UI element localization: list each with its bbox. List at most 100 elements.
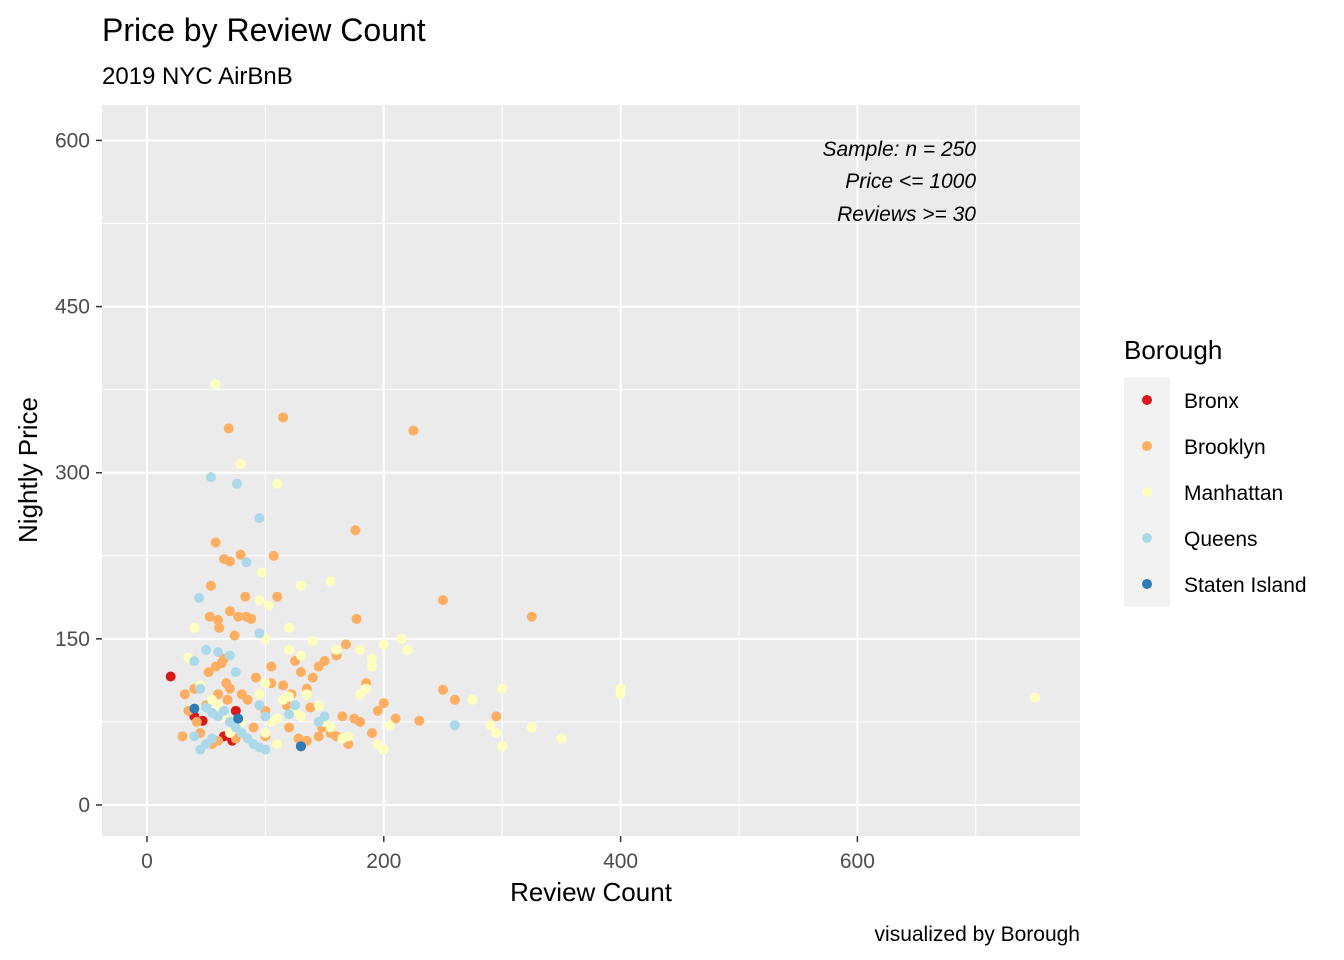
point-queens bbox=[284, 709, 295, 720]
point-manhattan bbox=[189, 622, 200, 633]
point-queens bbox=[254, 513, 265, 524]
point-brooklyn bbox=[242, 694, 253, 705]
point-manhattan bbox=[260, 727, 271, 738]
point-brooklyn bbox=[250, 672, 261, 683]
point-manhattan bbox=[485, 720, 496, 731]
legend-label-staten-island: Staten Island bbox=[1184, 574, 1307, 597]
legend-label-queens: Queens bbox=[1184, 528, 1258, 551]
point-manhattan bbox=[295, 580, 306, 591]
point-brooklyn bbox=[355, 716, 366, 727]
y-axis-title: Nightly Price bbox=[13, 397, 43, 543]
point-brooklyn bbox=[222, 694, 233, 705]
point-manhattan bbox=[378, 639, 389, 650]
point-manhattan bbox=[263, 600, 274, 611]
point-manhattan bbox=[284, 644, 295, 655]
point-manhattan bbox=[366, 653, 377, 664]
annotation-sample: Sample: n = 250 bbox=[822, 138, 976, 161]
legend-key-manhattan bbox=[1142, 487, 1152, 497]
point-brooklyn bbox=[203, 667, 214, 678]
point-manhattan bbox=[556, 733, 567, 744]
y-tick-label: 450 bbox=[55, 296, 90, 319]
point-brooklyn bbox=[295, 667, 306, 678]
point-bronx bbox=[165, 671, 176, 682]
point-brooklyn bbox=[233, 611, 244, 622]
x-tick-label: 600 bbox=[840, 850, 875, 873]
point-queens bbox=[189, 656, 200, 667]
point-queens bbox=[224, 650, 235, 661]
y-tick-label: 150 bbox=[55, 628, 90, 651]
point-staten-island bbox=[295, 741, 306, 752]
point-brooklyn bbox=[235, 549, 246, 560]
point-manhattan bbox=[256, 567, 267, 578]
point-brooklyn bbox=[272, 591, 283, 602]
point-brooklyn bbox=[278, 680, 289, 691]
point-brooklyn bbox=[224, 683, 235, 694]
point-manhattan bbox=[384, 720, 395, 731]
point-manhattan bbox=[272, 713, 283, 724]
point-brooklyn bbox=[224, 606, 235, 617]
legend-label-bronx: Bronx bbox=[1184, 390, 1239, 413]
point-brooklyn bbox=[307, 672, 318, 683]
point-manhattan bbox=[396, 633, 407, 644]
axis-ticks: 0 200 400 600 0 150 300 450 600 bbox=[55, 129, 875, 873]
point-staten-island bbox=[233, 713, 244, 724]
point-brooklyn bbox=[337, 711, 348, 722]
legend-key-queens bbox=[1142, 533, 1152, 543]
point-queens bbox=[254, 700, 265, 711]
legend-title: Borough bbox=[1124, 335, 1222, 365]
point-brooklyn bbox=[240, 591, 251, 602]
point-queens bbox=[189, 731, 200, 742]
point-manhattan bbox=[254, 595, 265, 606]
point-queens bbox=[205, 472, 216, 483]
chart-caption: visualized by Borough bbox=[875, 923, 1080, 946]
point-manhattan bbox=[366, 661, 377, 672]
point-brooklyn bbox=[224, 556, 235, 567]
point-manhattan bbox=[361, 683, 372, 694]
point-brooklyn bbox=[248, 722, 259, 733]
point-manhattan bbox=[307, 636, 318, 647]
x-tick-label: 400 bbox=[603, 850, 638, 873]
annotation-reviews: Reviews >= 30 bbox=[837, 203, 976, 226]
point-staten-island bbox=[189, 703, 200, 714]
point-brooklyn bbox=[204, 611, 215, 622]
point-brooklyn bbox=[491, 711, 502, 722]
point-manhattan bbox=[1030, 692, 1041, 703]
point-queens bbox=[449, 720, 460, 731]
point-brooklyn bbox=[390, 713, 401, 724]
point-manhattan bbox=[467, 694, 478, 705]
y-tick-label: 0 bbox=[78, 794, 90, 817]
point-brooklyn bbox=[210, 537, 221, 548]
point-queens bbox=[195, 683, 206, 694]
point-manhattan bbox=[497, 741, 508, 752]
point-brooklyn bbox=[268, 550, 279, 561]
point-queens bbox=[254, 628, 265, 639]
x-axis-title: Review Count bbox=[510, 877, 673, 907]
point-manhattan bbox=[497, 683, 508, 694]
point-queens bbox=[218, 705, 229, 716]
point-brooklyn bbox=[177, 731, 188, 742]
point-manhattan bbox=[254, 689, 265, 700]
point-brooklyn bbox=[437, 684, 448, 695]
point-brooklyn bbox=[313, 731, 324, 742]
y-tick-label: 600 bbox=[55, 129, 90, 152]
point-queens bbox=[319, 711, 330, 722]
legend-key-brooklyn bbox=[1142, 441, 1152, 451]
point-brooklyn bbox=[223, 423, 234, 434]
point-manhattan bbox=[526, 722, 537, 733]
point-brooklyn bbox=[449, 694, 460, 705]
chart-subtitle: 2019 NYC AirBnB bbox=[102, 63, 293, 90]
point-bronx bbox=[230, 705, 241, 716]
point-manhattan bbox=[210, 379, 221, 390]
legend-label-brooklyn: Brooklyn bbox=[1184, 436, 1266, 459]
legend-key-bronx bbox=[1142, 395, 1152, 405]
point-manhattan bbox=[295, 650, 306, 661]
point-brooklyn bbox=[350, 525, 361, 536]
point-brooklyn bbox=[366, 727, 377, 738]
data-points bbox=[165, 379, 1041, 755]
point-brooklyn bbox=[408, 425, 419, 436]
point-brooklyn bbox=[229, 630, 240, 641]
point-brooklyn bbox=[351, 613, 362, 624]
point-manhattan bbox=[615, 689, 626, 700]
point-brooklyn bbox=[305, 702, 316, 713]
